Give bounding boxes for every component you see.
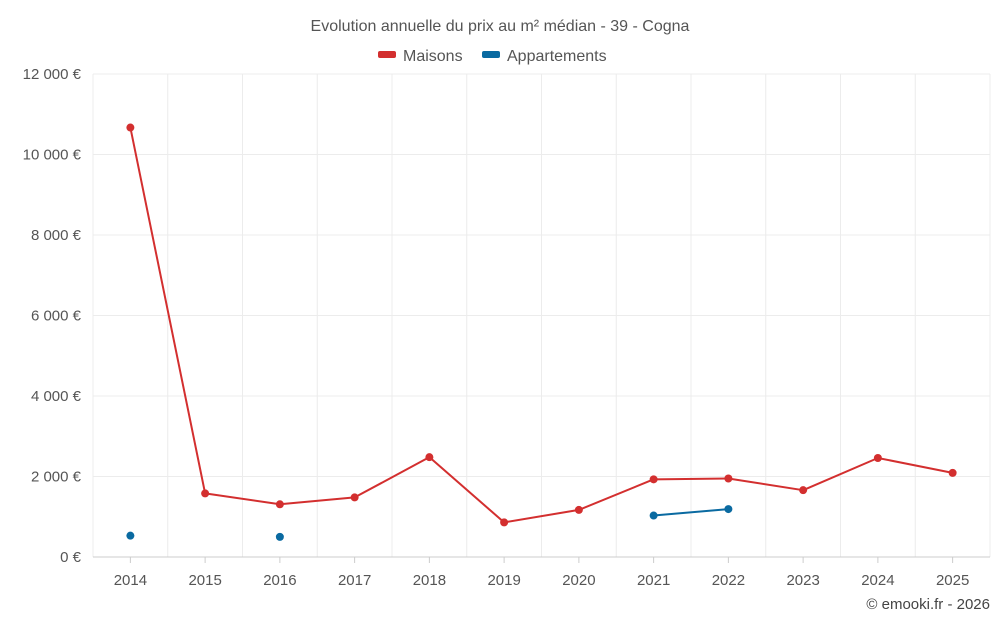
x-tick-label: 2021 — [637, 572, 670, 589]
series-line-maisons — [353, 456, 431, 499]
y-tick-label: 6 000 € — [31, 308, 82, 325]
data-point-maisons[interactable] — [799, 486, 808, 495]
grid — [92, 73, 991, 558]
y-axis: 0 € 2 000 € 4 000 € 6 000 € 8 000 € 10 000 € 1… — [23, 66, 82, 566]
legend-swatch-appartements — [482, 51, 500, 58]
data-point-maisons[interactable] — [350, 493, 359, 502]
y-tick-label: 0 € — [60, 549, 82, 566]
data-point-maisons[interactable] — [201, 489, 210, 498]
y-tick-label: 10 000 € — [23, 147, 82, 164]
data-point-maisons[interactable] — [275, 500, 284, 509]
series-layer — [126, 123, 957, 541]
legend: Maisons Appartements — [378, 48, 607, 65]
series-line-maisons — [876, 456, 954, 474]
data-point-maisons[interactable] — [500, 518, 509, 527]
series-line-appartements — [652, 508, 730, 517]
x-tick-label: 2020 — [562, 572, 595, 589]
credit-text: © emooki.fr - 2026 — [866, 596, 990, 613]
y-tick-label: 8 000 € — [31, 227, 82, 244]
legend-item-maisons[interactable]: Maisons — [378, 48, 463, 65]
data-point-appartements[interactable] — [126, 531, 135, 540]
x-tick-label: 2015 — [188, 572, 221, 589]
x-tick-label: 2017 — [338, 572, 371, 589]
x-tick-label: 2014 — [114, 572, 147, 589]
series-line-maisons — [802, 456, 879, 492]
legend-label-appartements: Appartements — [507, 48, 607, 65]
data-point-maisons[interactable] — [649, 475, 658, 484]
y-tick-label: 12 000 € — [23, 66, 82, 83]
series-line-maisons — [428, 456, 506, 524]
series-line-maisons — [577, 478, 655, 511]
data-point-maisons[interactable] — [425, 453, 434, 462]
x-tick-label: 2022 — [712, 572, 745, 589]
x-tick-label: 2024 — [861, 572, 894, 589]
series-line-maisons — [503, 508, 580, 524]
series-line-maisons — [652, 477, 730, 481]
y-tick-label: 2 000 € — [31, 469, 82, 486]
series-line-maisons — [727, 477, 805, 492]
data-point-maisons[interactable] — [724, 474, 733, 483]
x-tick-label: 2019 — [487, 572, 520, 589]
data-point-appartements[interactable] — [724, 505, 733, 514]
x-tick-label: 2016 — [263, 572, 296, 589]
series-line-maisons — [278, 496, 356, 506]
data-point-maisons[interactable] — [873, 453, 882, 462]
y-tick-label: 4 000 € — [31, 388, 82, 405]
data-point-maisons[interactable] — [574, 505, 583, 514]
data-point-appartements[interactable] — [275, 532, 284, 541]
chart-title: Evolution annuelle du prix au m² médian … — [311, 18, 690, 35]
x-tick-label: 2025 — [936, 572, 969, 589]
data-point-maisons[interactable] — [126, 123, 135, 132]
series-line-maisons — [129, 126, 207, 495]
x-axis: 2014 2015 2016 2017 2018 2019 2020 2021 2022 2023… — [93, 556, 990, 589]
x-tick-label: 2023 — [786, 572, 819, 589]
legend-label-maisons: Maisons — [403, 48, 463, 65]
data-point-appartements[interactable] — [649, 511, 658, 520]
legend-item-appartements[interactable]: Appartements — [482, 48, 607, 65]
series-line-maisons — [204, 492, 281, 506]
legend-swatch-maisons — [378, 51, 396, 58]
data-point-maisons[interactable] — [948, 468, 957, 477]
x-tick-label: 2018 — [413, 572, 446, 589]
